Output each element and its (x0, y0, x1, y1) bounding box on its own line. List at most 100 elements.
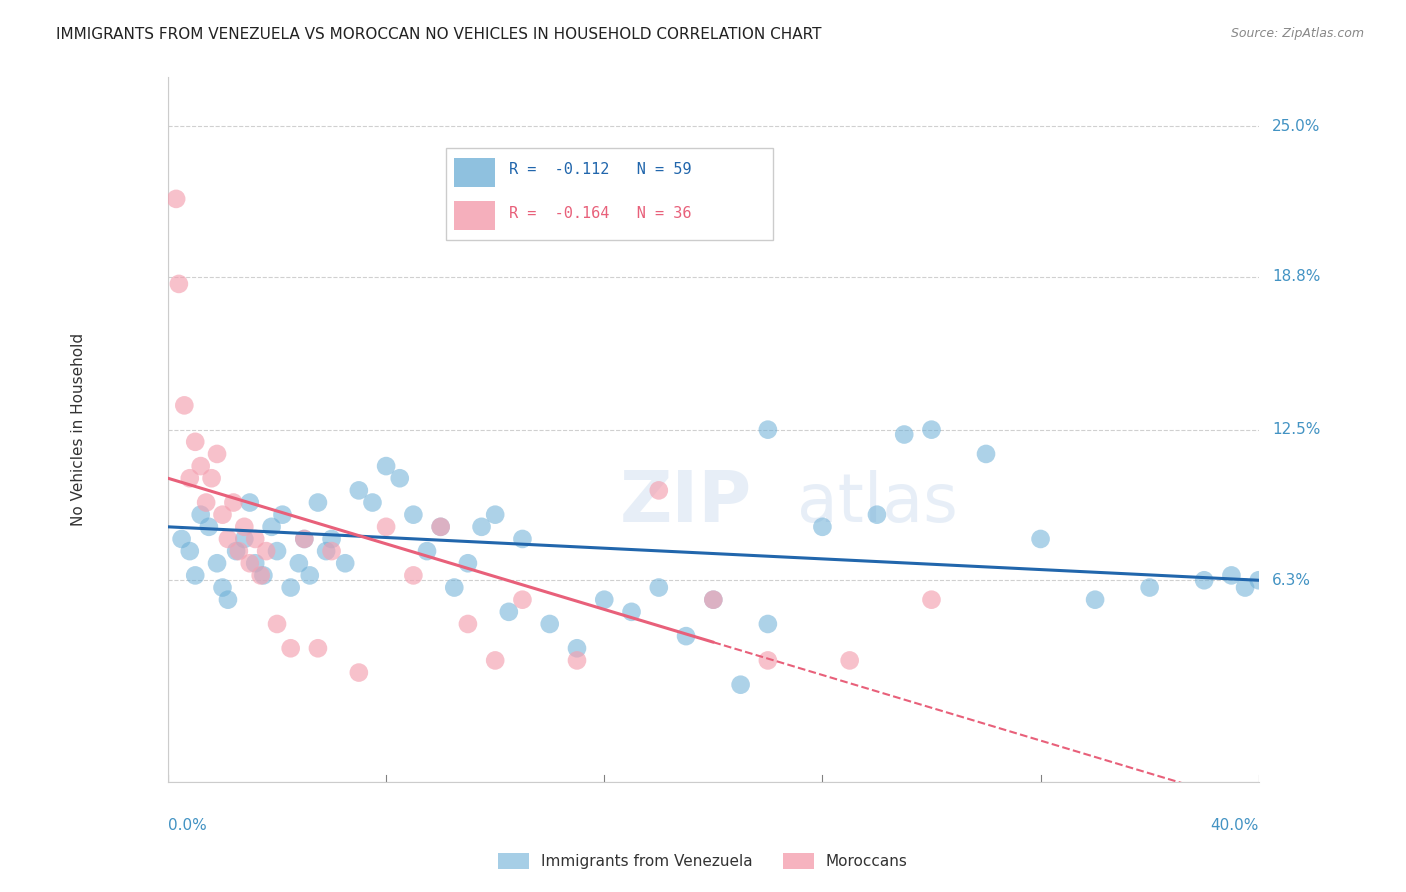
Text: atlas: atlas (797, 469, 957, 535)
Point (205, 556, 228, 570)
Point (457, 617, 479, 632)
Point (245, 532, 267, 546)
Point (484, 653, 506, 667)
Point (239, 495, 262, 509)
Point (702, 592, 724, 607)
Point (335, 556, 357, 570)
Point (866, 508, 889, 522)
Point (443, 581, 465, 595)
Bar (454, 158, 495, 186)
Point (217, 592, 239, 607)
Point (245, 556, 267, 570)
Text: No Vehicles in Household: No Vehicles in Household (72, 333, 86, 526)
Point (233, 532, 256, 546)
Point (292, 532, 315, 546)
Point (321, 532, 343, 546)
Point (225, 544, 247, 558)
Point (239, 556, 262, 570)
Point (457, 556, 479, 570)
Point (512, 532, 534, 546)
Point (271, 508, 294, 522)
Point (179, 544, 201, 558)
Point (321, 544, 343, 558)
Text: 6.3%: 6.3% (1272, 573, 1312, 588)
Point (361, 495, 384, 509)
Point (217, 532, 239, 546)
Point (249, 568, 271, 582)
Point (167, 277, 190, 291)
Point (756, 653, 779, 667)
Point (675, 629, 697, 643)
Point (1192, 574, 1215, 588)
Point (811, 520, 834, 534)
Point (288, 556, 311, 570)
Point (402, 508, 425, 522)
Text: Source: ZipAtlas.com: Source: ZipAtlas.com (1230, 27, 1364, 40)
Point (756, 617, 779, 632)
Point (375, 459, 398, 474)
Point (921, 592, 943, 607)
Point (484, 508, 506, 522)
Point (195, 495, 218, 509)
Point (388, 471, 411, 485)
Point (222, 495, 245, 509)
Point (648, 483, 671, 498)
Point (1247, 574, 1270, 588)
Point (512, 592, 534, 607)
Bar (454, 158, 495, 186)
Point (198, 520, 221, 534)
Point (266, 544, 288, 558)
Point (429, 520, 451, 534)
Point (538, 617, 561, 632)
Point (266, 617, 288, 632)
Point (593, 592, 616, 607)
Point (1084, 592, 1107, 607)
Point (730, 678, 752, 692)
Point (307, 641, 329, 656)
Point (211, 508, 233, 522)
Text: 40.0%: 40.0% (1211, 818, 1258, 833)
Text: 18.8%: 18.8% (1272, 269, 1320, 285)
Point (292, 532, 315, 546)
Point (648, 581, 671, 595)
Point (1029, 532, 1052, 546)
Point (498, 605, 520, 619)
Point (173, 398, 195, 412)
Point (429, 520, 451, 534)
Bar (454, 202, 495, 230)
Text: 0.0%: 0.0% (167, 818, 207, 833)
Point (416, 544, 439, 558)
Point (1139, 581, 1161, 595)
Point (252, 568, 274, 582)
Text: 12.5%: 12.5% (1272, 422, 1320, 437)
Point (205, 447, 228, 461)
Point (702, 592, 724, 607)
Bar (454, 202, 495, 230)
Point (200, 471, 222, 485)
Point (170, 532, 193, 546)
Point (402, 568, 425, 582)
Point (470, 520, 492, 534)
Point (280, 641, 302, 656)
Point (838, 653, 860, 667)
Point (315, 544, 337, 558)
Point (375, 520, 398, 534)
Point (893, 427, 915, 442)
Point (211, 581, 233, 595)
Point (190, 508, 212, 522)
Point (190, 459, 212, 474)
Text: R =  -0.164   N = 36: R = -0.164 N = 36 (509, 206, 692, 221)
Point (280, 581, 302, 595)
Legend: Immigrants from Venezuela, Moroccans: Immigrants from Venezuela, Moroccans (492, 847, 914, 875)
Point (1220, 568, 1243, 582)
Point (233, 520, 256, 534)
Point (620, 605, 643, 619)
Text: R =  -0.112   N = 59: R = -0.112 N = 59 (509, 162, 692, 178)
Point (184, 568, 207, 582)
Point (165, 192, 187, 206)
Bar (446, 148, 773, 240)
Point (298, 568, 321, 582)
Point (347, 665, 370, 680)
Point (565, 653, 588, 667)
Text: ZIP: ZIP (620, 468, 752, 537)
